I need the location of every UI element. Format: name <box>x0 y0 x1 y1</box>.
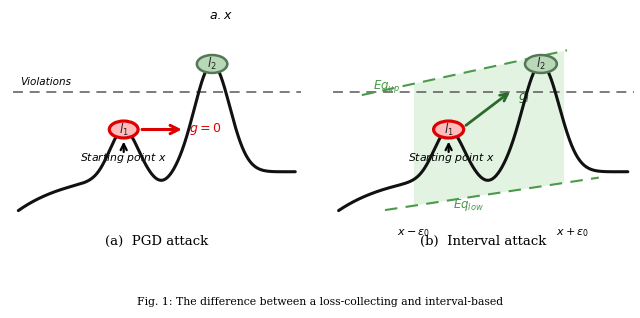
Circle shape <box>197 55 227 73</box>
Circle shape <box>525 55 557 73</box>
Text: (a)  PGD attack: (a) PGD attack <box>105 235 209 248</box>
Circle shape <box>433 121 463 138</box>
Text: $x + \varepsilon_0$: $x + \varepsilon_0$ <box>556 226 589 239</box>
Polygon shape <box>414 51 564 206</box>
Text: Starting point $x$: Starting point $x$ <box>408 151 495 165</box>
Text: $Eq_{low}$: $Eq_{low}$ <box>453 197 484 213</box>
Text: (b)  Interval attack: (b) Interval attack <box>420 235 547 248</box>
Text: $a.x$: $a.x$ <box>209 9 232 22</box>
Text: $x - \varepsilon_0$: $x - \varepsilon_0$ <box>397 227 430 239</box>
Text: $g = 0$: $g = 0$ <box>189 121 221 137</box>
Text: $l_1$: $l_1$ <box>444 121 454 138</box>
Text: Violations: Violations <box>20 77 71 87</box>
Text: $l_1$: $l_1$ <box>119 121 129 138</box>
Text: $Eq_{up}$: $Eq_{up}$ <box>373 79 401 95</box>
Text: $l_2$: $l_2$ <box>536 56 546 72</box>
Text: Fig. 1: The difference between a loss-collecting and interval-based: Fig. 1: The difference between a loss-co… <box>137 297 503 307</box>
Circle shape <box>109 121 138 138</box>
Text: $l_2$: $l_2$ <box>207 56 217 72</box>
Text: Starting point $x$: Starting point $x$ <box>81 151 167 165</box>
Text: $g_I$: $g_I$ <box>518 91 531 105</box>
